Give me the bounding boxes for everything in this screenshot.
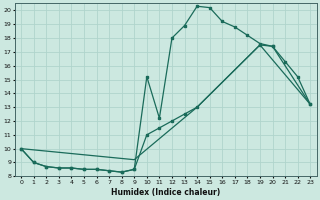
X-axis label: Humidex (Indice chaleur): Humidex (Indice chaleur)	[111, 188, 220, 197]
